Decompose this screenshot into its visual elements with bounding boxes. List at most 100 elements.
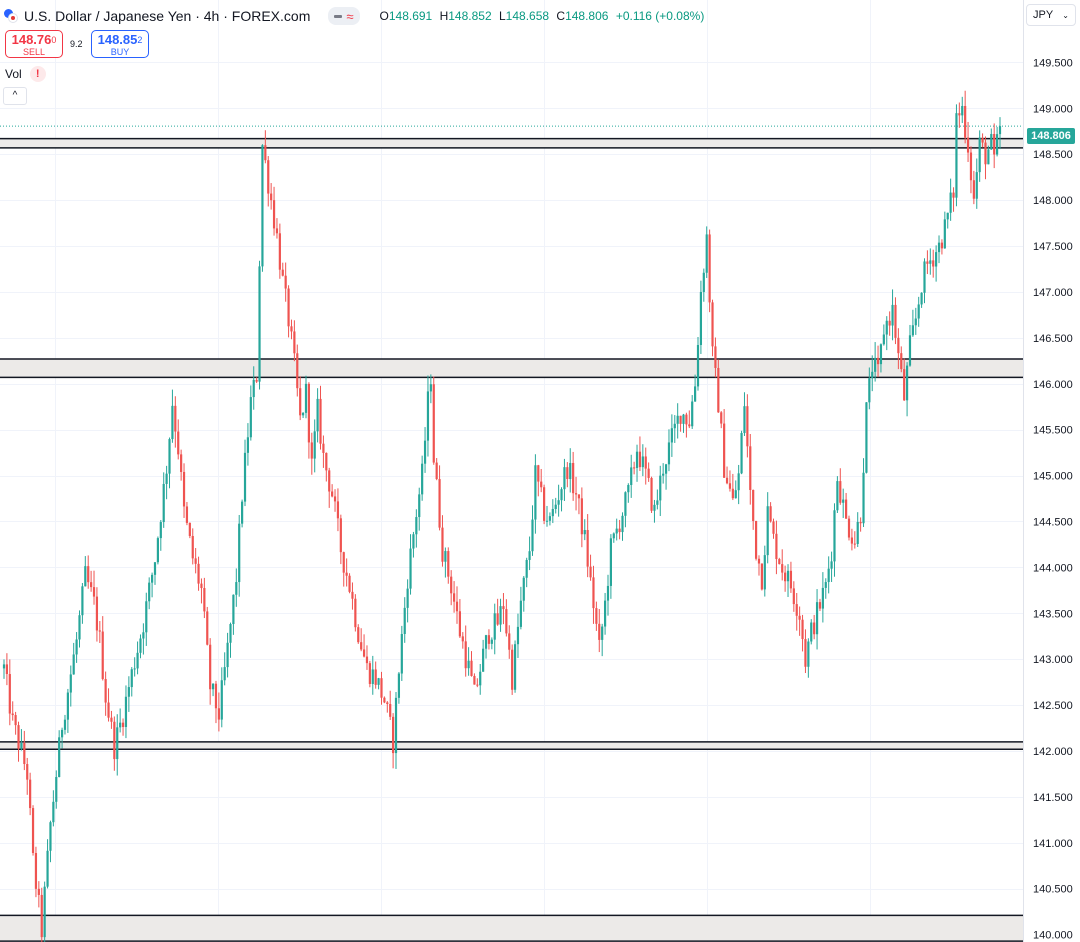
candle-body (426, 391, 430, 441)
candle-body (577, 494, 581, 499)
candle-body (421, 463, 424, 495)
candle-body (264, 145, 267, 161)
volume-indicator-legend[interactable]: Vol ! (5, 66, 46, 82)
candle-body (566, 467, 569, 480)
candle-body (601, 626, 604, 640)
market-status-pill[interactable]: ≈ (328, 7, 360, 25)
candle-body (200, 583, 203, 589)
candle-body (554, 504, 557, 509)
support-resistance-zones (0, 137, 1023, 942)
currency-select[interactable]: JPY ⌄ (1026, 4, 1076, 26)
candle-body (531, 519, 534, 552)
candle-body (737, 473, 740, 491)
candle-body (653, 504, 656, 511)
candle-body (586, 530, 589, 567)
candle-body (223, 667, 226, 681)
candle-body (833, 510, 836, 562)
candle-body (749, 446, 752, 490)
price-tick-label: 148.000 (1033, 195, 1073, 207)
candle-body (368, 663, 371, 684)
candle-body (429, 384, 432, 392)
candle-body (319, 398, 322, 444)
candle-body (84, 566, 87, 587)
candle-body (371, 669, 374, 684)
chevron-down-icon: ⌄ (1062, 10, 1069, 20)
candle-body (606, 585, 610, 601)
candle-body (11, 713, 14, 716)
candle-body (757, 558, 761, 564)
candle-body (905, 365, 909, 401)
candle-body (81, 586, 84, 616)
candle-body (949, 192, 952, 213)
candle-body (357, 627, 360, 643)
candle-body (209, 644, 212, 690)
candle-body (894, 304, 897, 338)
high-key: H (439, 9, 449, 23)
candle-body (525, 559, 528, 578)
candle-body (836, 481, 839, 511)
candle-body (734, 490, 737, 499)
candle-body (685, 414, 688, 425)
low-value: 148.658 (505, 9, 550, 23)
flag-icon (4, 9, 18, 23)
price-tick-label: 144.000 (1033, 562, 1073, 574)
sell-button[interactable]: 148.760 SELL (5, 30, 63, 58)
candle-body (95, 596, 99, 631)
spread-value: 9.2 (70, 39, 83, 49)
candle-body (874, 357, 877, 372)
buy-price-main: 148.85 (97, 32, 138, 47)
candle-body (258, 266, 261, 382)
low-key: L (498, 9, 506, 23)
candle-body (380, 678, 383, 698)
candle-body (798, 615, 801, 620)
candle-body (60, 729, 64, 738)
symbol-title[interactable]: U.S. Dollar / Japanese Yen · 4h · FOREX.… (24, 8, 311, 24)
candle-body (937, 242, 941, 253)
candle-body (548, 516, 552, 521)
candle-body (691, 401, 694, 427)
candle-body (821, 587, 824, 609)
candle-body (214, 683, 218, 709)
candle-body (461, 636, 464, 642)
candle-body (505, 609, 508, 634)
collapse-legend-button[interactable]: ^ (3, 87, 27, 105)
candle-body (647, 468, 650, 478)
candle-body (87, 566, 90, 583)
candle-body (342, 552, 345, 573)
candle-body (943, 219, 946, 249)
warning-icon[interactable]: ! (29, 66, 46, 82)
candle-body (966, 137, 970, 153)
candle-body (778, 559, 781, 565)
price-tick-label: 146.000 (1033, 379, 1073, 391)
candle-body (63, 719, 67, 730)
candle-body (612, 533, 615, 539)
candle-body (136, 652, 139, 669)
candle-body (984, 142, 987, 165)
candle-body (969, 152, 973, 181)
candle-body (717, 367, 720, 413)
chevron-up-icon: ^ (12, 90, 18, 101)
candle-body (740, 433, 743, 474)
candle-body (978, 137, 981, 173)
sell-price: 148.760 (6, 33, 62, 47)
candle-body (455, 601, 459, 612)
price-tick-label: 140.000 (1033, 930, 1073, 942)
candle-body (940, 242, 944, 249)
candle-body (633, 467, 636, 469)
candle-body (473, 675, 476, 685)
buy-price-pip: 2 (137, 35, 143, 45)
candle-body (508, 633, 511, 650)
candle-body (621, 515, 624, 533)
candle-body (705, 234, 708, 273)
buy-button[interactable]: 148.852 BUY (91, 30, 149, 58)
candle-body (641, 456, 644, 468)
candle-body (853, 543, 856, 545)
candle-body (789, 570, 793, 589)
price-axis[interactable]: 140.000 140.500 141.000 141.500 142.000 142.5… (1033, 57, 1073, 941)
candle-body (868, 378, 871, 403)
candle-body (723, 423, 726, 478)
candle-body (238, 523, 241, 583)
candle-body (299, 388, 302, 416)
price-tick-label: 140.500 (1033, 884, 1073, 896)
